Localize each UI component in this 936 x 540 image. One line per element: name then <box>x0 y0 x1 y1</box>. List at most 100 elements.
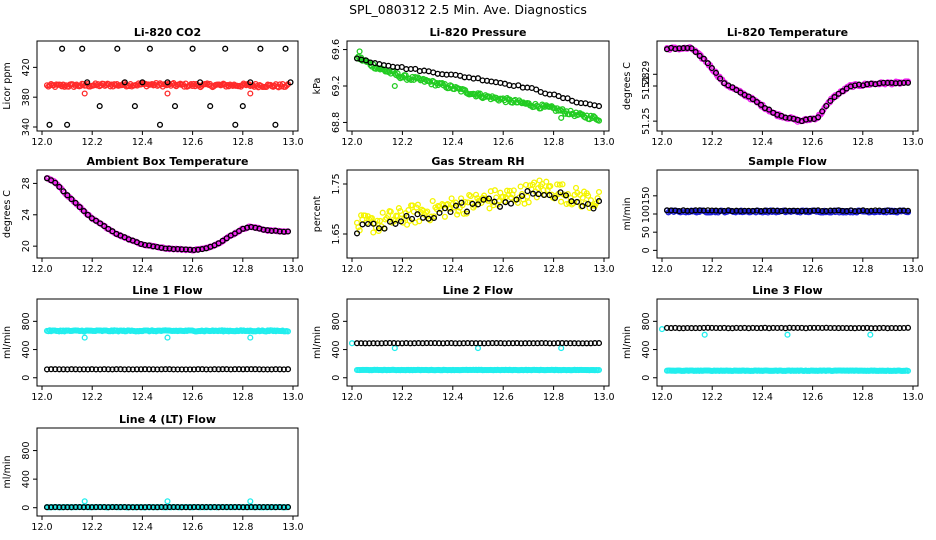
data-point <box>207 103 214 110</box>
data-point <box>427 340 434 347</box>
x-tick-label: 12.6 <box>802 137 823 148</box>
y-tick-label: 20 <box>21 240 32 252</box>
data-point <box>280 504 287 511</box>
data-point <box>467 193 474 200</box>
data-point <box>815 324 822 331</box>
data-point <box>680 45 687 52</box>
x-tick-label: 12.2 <box>392 392 413 403</box>
data-point <box>904 79 912 86</box>
data-point <box>272 121 279 128</box>
data-point <box>224 81 231 89</box>
x-tick-label: 12.0 <box>651 137 672 148</box>
data-point <box>810 324 818 331</box>
x-tick-label: 13.0 <box>902 137 923 148</box>
y-tick-label: 24 <box>21 209 32 221</box>
data-point <box>851 208 858 215</box>
data-point <box>847 325 854 332</box>
data-point <box>892 208 899 215</box>
data-point <box>280 366 287 373</box>
data-point <box>860 207 867 214</box>
data-point <box>558 198 565 205</box>
data-point <box>668 325 675 332</box>
data-point <box>572 184 580 191</box>
data-point <box>524 193 531 200</box>
data-point <box>125 366 132 373</box>
data-point <box>146 45 153 52</box>
data-point <box>531 179 538 186</box>
x-tick-label: 13.0 <box>282 522 303 533</box>
x-tick-label: 12.2 <box>82 522 103 533</box>
data-point <box>551 194 559 202</box>
data-point <box>407 340 414 347</box>
data-point <box>117 366 124 373</box>
data-point <box>381 225 388 232</box>
data-point <box>864 207 871 215</box>
data-point <box>729 208 736 215</box>
chart-panel: Ambient Box Temperature degrees C 12.0 12.2… <box>2 155 304 275</box>
panel-title: Li-820 Pressure <box>430 26 527 39</box>
data-point <box>474 90 482 97</box>
data-point <box>170 246 177 253</box>
data-point <box>178 366 185 373</box>
data-point <box>76 504 83 511</box>
data-point <box>52 179 59 186</box>
data-point <box>587 340 594 347</box>
data-point <box>162 366 169 373</box>
data-point <box>391 82 398 90</box>
y-axis-label: ml/min <box>2 455 13 488</box>
data-point <box>575 340 582 347</box>
data-point <box>353 230 361 237</box>
data-point <box>896 325 903 332</box>
data-point <box>158 366 165 373</box>
data-point <box>712 69 720 76</box>
data-point <box>892 325 899 332</box>
chart-panel: Li-820 Pressure kPa 12.0 12.2 12.4 12.6 12.8 13… <box>312 26 615 148</box>
data-point <box>474 345 482 352</box>
data-point <box>137 366 145 373</box>
data-point <box>256 504 263 511</box>
data-point <box>162 245 169 252</box>
data-point <box>810 207 818 214</box>
data-point <box>141 504 149 511</box>
data-point <box>256 366 263 373</box>
data-point <box>166 504 173 511</box>
data-point <box>708 207 715 214</box>
y-axis-label: Licor ppm <box>2 62 13 109</box>
data-point <box>522 181 530 188</box>
data-point <box>448 340 455 347</box>
y-axis-label: degrees C <box>622 62 633 110</box>
data-point <box>64 192 71 199</box>
data-point <box>486 205 493 212</box>
x-tick-label: 13.0 <box>593 137 614 148</box>
x-tick-label: 12.6 <box>493 137 514 148</box>
data-point <box>663 207 671 214</box>
data-point <box>64 366 71 373</box>
data-point <box>583 340 590 347</box>
data-point <box>204 80 211 87</box>
data-point <box>240 504 247 511</box>
series <box>43 327 292 341</box>
x-tick-label: 12.4 <box>132 137 153 148</box>
data-point <box>405 207 412 214</box>
data-point <box>92 504 100 511</box>
plot-frame <box>346 169 610 259</box>
data-point <box>109 228 116 235</box>
series <box>353 188 603 237</box>
data-point <box>92 366 100 373</box>
data-point <box>374 340 381 347</box>
data-point <box>64 504 71 511</box>
data-point <box>535 191 542 198</box>
panel-title: Ambient Box Temperature <box>87 155 249 168</box>
data-point <box>770 207 777 214</box>
data-point <box>888 79 895 86</box>
data-point <box>782 325 789 332</box>
data-point <box>806 324 814 331</box>
data-point <box>514 199 521 206</box>
data-point <box>872 207 879 214</box>
data-point <box>855 324 863 332</box>
data-point <box>766 325 773 332</box>
data-point <box>815 114 822 121</box>
data-point <box>414 201 421 208</box>
x-tick-label: 12.0 <box>31 522 52 533</box>
data-point <box>244 366 251 373</box>
